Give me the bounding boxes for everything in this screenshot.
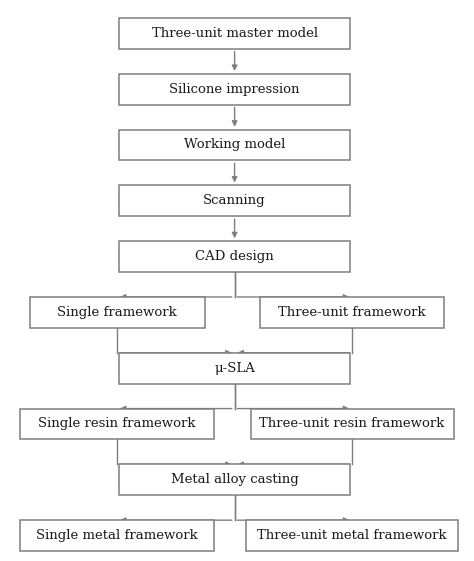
Bar xyxy=(119,130,350,160)
Bar xyxy=(260,297,444,328)
Bar xyxy=(119,18,350,49)
Text: Single resin framework: Single resin framework xyxy=(38,417,196,430)
Text: Single framework: Single framework xyxy=(57,306,177,319)
Text: CAD design: CAD design xyxy=(195,250,274,263)
Text: Silicone impression: Silicone impression xyxy=(169,82,300,96)
Text: Three-unit resin framework: Three-unit resin framework xyxy=(259,417,445,430)
Bar xyxy=(119,353,350,384)
Text: Three-unit framework: Three-unit framework xyxy=(278,306,426,319)
Text: Metal alloy casting: Metal alloy casting xyxy=(171,473,299,486)
Bar xyxy=(251,408,454,439)
Text: Scanning: Scanning xyxy=(203,194,266,207)
Text: Three-unit metal framework: Three-unit metal framework xyxy=(257,529,447,542)
Bar xyxy=(119,241,350,272)
Bar xyxy=(119,74,350,104)
Bar xyxy=(119,465,350,495)
Bar xyxy=(246,520,458,551)
Bar xyxy=(119,185,350,216)
Bar xyxy=(20,520,214,551)
Text: μ-SLA: μ-SLA xyxy=(214,362,255,375)
Bar xyxy=(29,297,205,328)
Bar xyxy=(20,408,214,439)
Text: Three-unit master model: Three-unit master model xyxy=(152,27,318,40)
Text: Working model: Working model xyxy=(184,139,285,151)
Text: Single metal framework: Single metal framework xyxy=(36,529,198,542)
